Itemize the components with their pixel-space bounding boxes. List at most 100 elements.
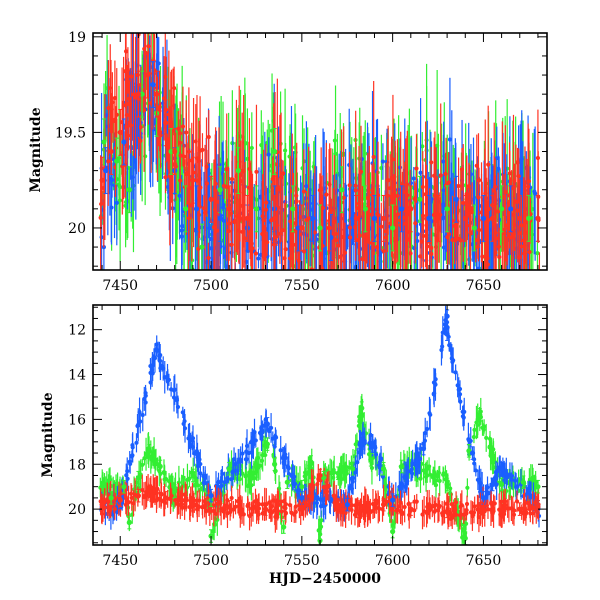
data-point <box>433 382 438 387</box>
data-point <box>504 471 509 476</box>
data-point <box>489 215 496 221</box>
data-point <box>114 200 119 206</box>
data-point <box>486 162 491 167</box>
data-point <box>136 422 141 427</box>
data-point <box>263 276 267 280</box>
data-point <box>390 225 396 231</box>
data-point <box>123 49 129 54</box>
data-point <box>140 487 145 493</box>
data-point <box>349 486 355 491</box>
data-point <box>347 276 351 280</box>
data-point <box>130 445 135 450</box>
data-point <box>140 412 145 418</box>
data-point <box>353 470 358 475</box>
data-point <box>475 422 480 428</box>
data-point <box>524 272 528 276</box>
data-point <box>114 112 119 117</box>
data-point <box>447 490 453 496</box>
data-point <box>494 156 499 161</box>
data-point <box>334 238 339 243</box>
data-point <box>322 271 326 275</box>
data-point <box>449 356 454 361</box>
data-point <box>240 471 245 476</box>
data-point <box>151 488 157 493</box>
data-point <box>412 196 417 201</box>
data-point <box>117 198 122 203</box>
data-point <box>444 206 450 212</box>
data-point <box>165 145 170 150</box>
data-point <box>339 477 344 482</box>
y-tick-label: 19 <box>68 30 86 46</box>
data-point <box>166 479 172 484</box>
data-point <box>189 203 194 208</box>
data-point <box>329 471 334 476</box>
data-point <box>466 438 472 443</box>
data-point <box>526 179 532 184</box>
data-point <box>420 184 425 190</box>
data-point <box>452 223 457 229</box>
data-point <box>106 159 111 164</box>
data-point <box>190 438 195 443</box>
data-point <box>117 129 123 135</box>
data-point <box>341 195 346 200</box>
data-point <box>446 180 451 185</box>
data-point <box>476 195 481 200</box>
data-point <box>282 256 287 261</box>
data-point <box>353 188 358 193</box>
data-point <box>108 85 113 91</box>
data-point <box>272 148 278 155</box>
data-point <box>106 105 111 111</box>
data-point <box>404 465 410 470</box>
data-point <box>292 481 298 486</box>
data-point <box>238 459 243 464</box>
data-point <box>158 366 163 371</box>
bottom-y-axis-label: Magnitude <box>40 392 56 477</box>
data-point <box>397 165 403 170</box>
data-point <box>264 200 269 205</box>
y-tick-label: 19.5 <box>55 125 86 141</box>
data-point <box>450 515 455 520</box>
data-point <box>323 186 328 191</box>
data-point <box>456 183 461 189</box>
data-point <box>229 495 234 501</box>
data-point <box>250 246 255 251</box>
data-point <box>419 239 425 244</box>
data-point <box>187 476 192 481</box>
data-point <box>148 363 153 369</box>
data-point <box>235 468 240 473</box>
data-point <box>260 511 265 516</box>
data-point <box>245 483 251 489</box>
data-point <box>535 215 541 221</box>
data-point <box>244 473 249 478</box>
data-point <box>347 225 353 230</box>
data-point <box>483 271 487 275</box>
data-point <box>272 444 277 449</box>
data-point <box>114 158 120 164</box>
data-point <box>253 462 258 467</box>
data-point <box>318 497 323 502</box>
data-point <box>134 440 139 445</box>
data-point <box>158 133 163 138</box>
data-point <box>441 471 446 476</box>
data-point <box>295 225 301 231</box>
data-point <box>257 463 263 468</box>
data-point <box>521 238 526 243</box>
data-point <box>253 251 259 256</box>
data-point <box>180 124 186 129</box>
data-point <box>470 206 475 211</box>
data-point <box>175 404 181 410</box>
data-point <box>241 169 246 174</box>
bottom-light-curve-panel: Magnitude HJD−2450000 7450 7500 7550 7600 76… <box>40 304 548 587</box>
data-point <box>380 159 385 164</box>
data-point <box>138 138 143 143</box>
data-point <box>310 215 316 221</box>
x-axis-label: HJD−2450000 <box>269 571 381 587</box>
data-point <box>420 144 425 149</box>
data-point <box>496 209 501 214</box>
data-point <box>339 187 345 193</box>
data-point <box>353 215 359 221</box>
data-point <box>102 481 107 486</box>
data-point <box>482 424 487 429</box>
data-point <box>408 206 414 212</box>
